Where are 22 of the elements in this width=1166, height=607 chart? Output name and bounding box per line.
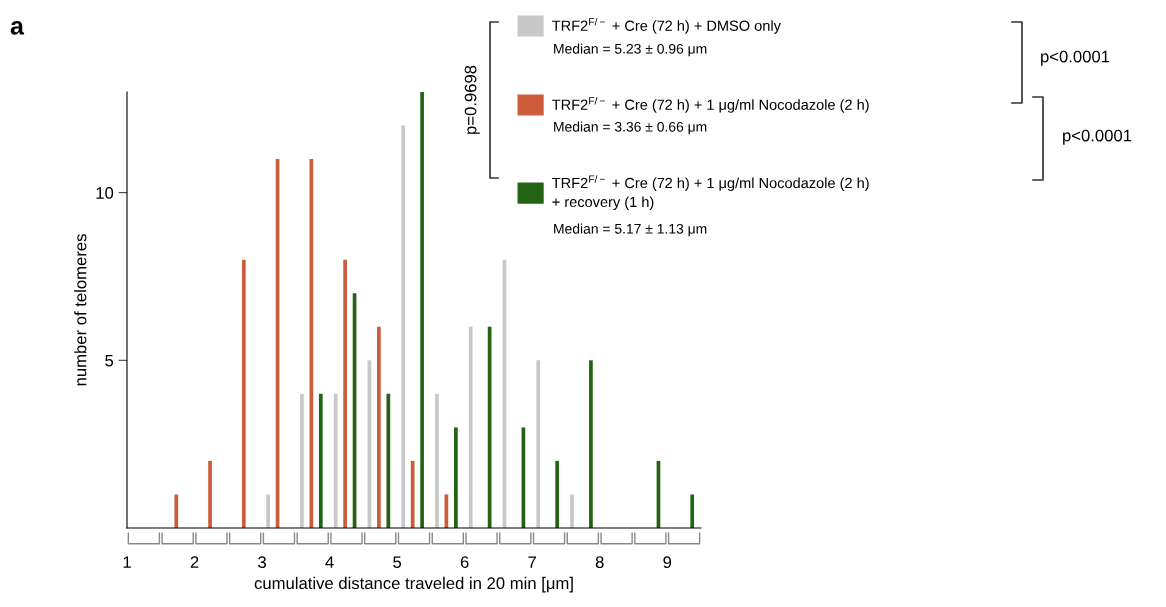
x-axis-title: cumulative distance traveled in 20 min [μm] <box>254 576 573 593</box>
x-tick-label: 1 <box>123 556 131 568</box>
text: a <box>10 21 25 35</box>
x-tick-label: 8 <box>595 556 604 569</box>
legend-label: TRF2$^{F/−}$ + Cre (72 h) + DMSO only <box>552 17 781 34</box>
x-tick-label: 6 <box>460 556 469 569</box>
x-tick-label: 7 <box>528 556 536 568</box>
text: Median = 5.23 ± 0.96 μm <box>554 43 707 57</box>
y-tick-label: 10 <box>96 187 114 199</box>
text: p<0.0001 <box>1063 129 1132 145</box>
annotation: Median = 3.36 ± 0.66 μm <box>554 121 707 135</box>
x-tick-label: 5 <box>393 556 402 569</box>
legend-label: TRF2$^{F/−}$ + Cre (72 h) + 1 μg/ml Nocodazole (2 h) <box>552 96 869 113</box>
x-tick-label: 4 <box>325 556 334 568</box>
annotation: Median = 5.17 ± 1.13 μm <box>554 223 707 237</box>
legend-label: TRF2$^{F/−}$ + Cre (72 h) + 1 μg/ml Nocodazole (2 h) + recovery (1 h) <box>552 175 869 210</box>
y-axis-title: number of telomeres <box>74 234 87 386</box>
x-tick-label: 2 <box>190 556 199 568</box>
x-tick-label: 9 <box>663 556 672 569</box>
text: p<0.0001 <box>1041 50 1110 66</box>
x-tick-label: 3 <box>258 556 266 569</box>
annotation: p=0.9698 <box>464 65 480 134</box>
